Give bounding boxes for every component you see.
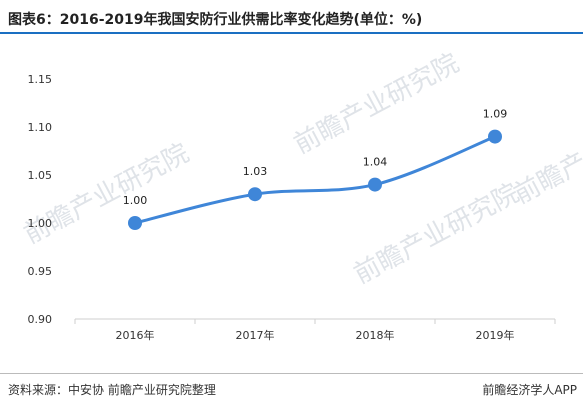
y-tick-label: 1.05 (28, 169, 53, 182)
data-label: 1.09 (483, 108, 508, 121)
data-point (128, 216, 142, 230)
watermark-text: 前瞻产业研究院 (349, 178, 524, 290)
y-tick-label: 1.00 (28, 217, 53, 230)
app-watermark: 前瞻经济学人APP (482, 383, 577, 397)
x-tick-label: 2019年 (476, 328, 515, 342)
x-tick-label: 2016年 (116, 328, 155, 342)
title-divider (0, 32, 583, 34)
watermark-text: 前瞻产业研究院 (509, 98, 583, 210)
watermark-text: 前瞻产业研究院 (289, 48, 464, 160)
series-line (134, 135, 496, 225)
footer-divider (0, 373, 583, 374)
watermark-text: 前瞻产业研究院 (19, 138, 194, 250)
y-tick-label: 1.15 (28, 73, 53, 86)
y-tick-label: 1.10 (28, 121, 53, 134)
data-label: 1.03 (243, 165, 268, 178)
source-note: 资料来源：中安协 前瞻产业研究院整理 (8, 383, 216, 397)
data-label: 1.00 (123, 194, 148, 207)
marks-layer: 1.00 1.03 1.04 1.09 (123, 108, 508, 230)
data-point (368, 177, 382, 192)
chart-title: 图表6：2016-2019年我国安防行业供需比率变化趋势(单位：%) (8, 12, 423, 28)
data-point (248, 187, 262, 202)
data-point (488, 129, 502, 144)
axis-layer: 0.90 0.95 1.00 1.05 1.10 1.15 2016年 2017年 2018年 2… (28, 73, 556, 342)
y-tick-label: 0.95 (28, 265, 53, 278)
x-tick-label: 2018年 (356, 328, 395, 342)
x-tick-label: 2017年 (236, 328, 275, 342)
data-label: 1.04 (363, 156, 388, 169)
y-tick-label: 0.90 (28, 313, 53, 326)
